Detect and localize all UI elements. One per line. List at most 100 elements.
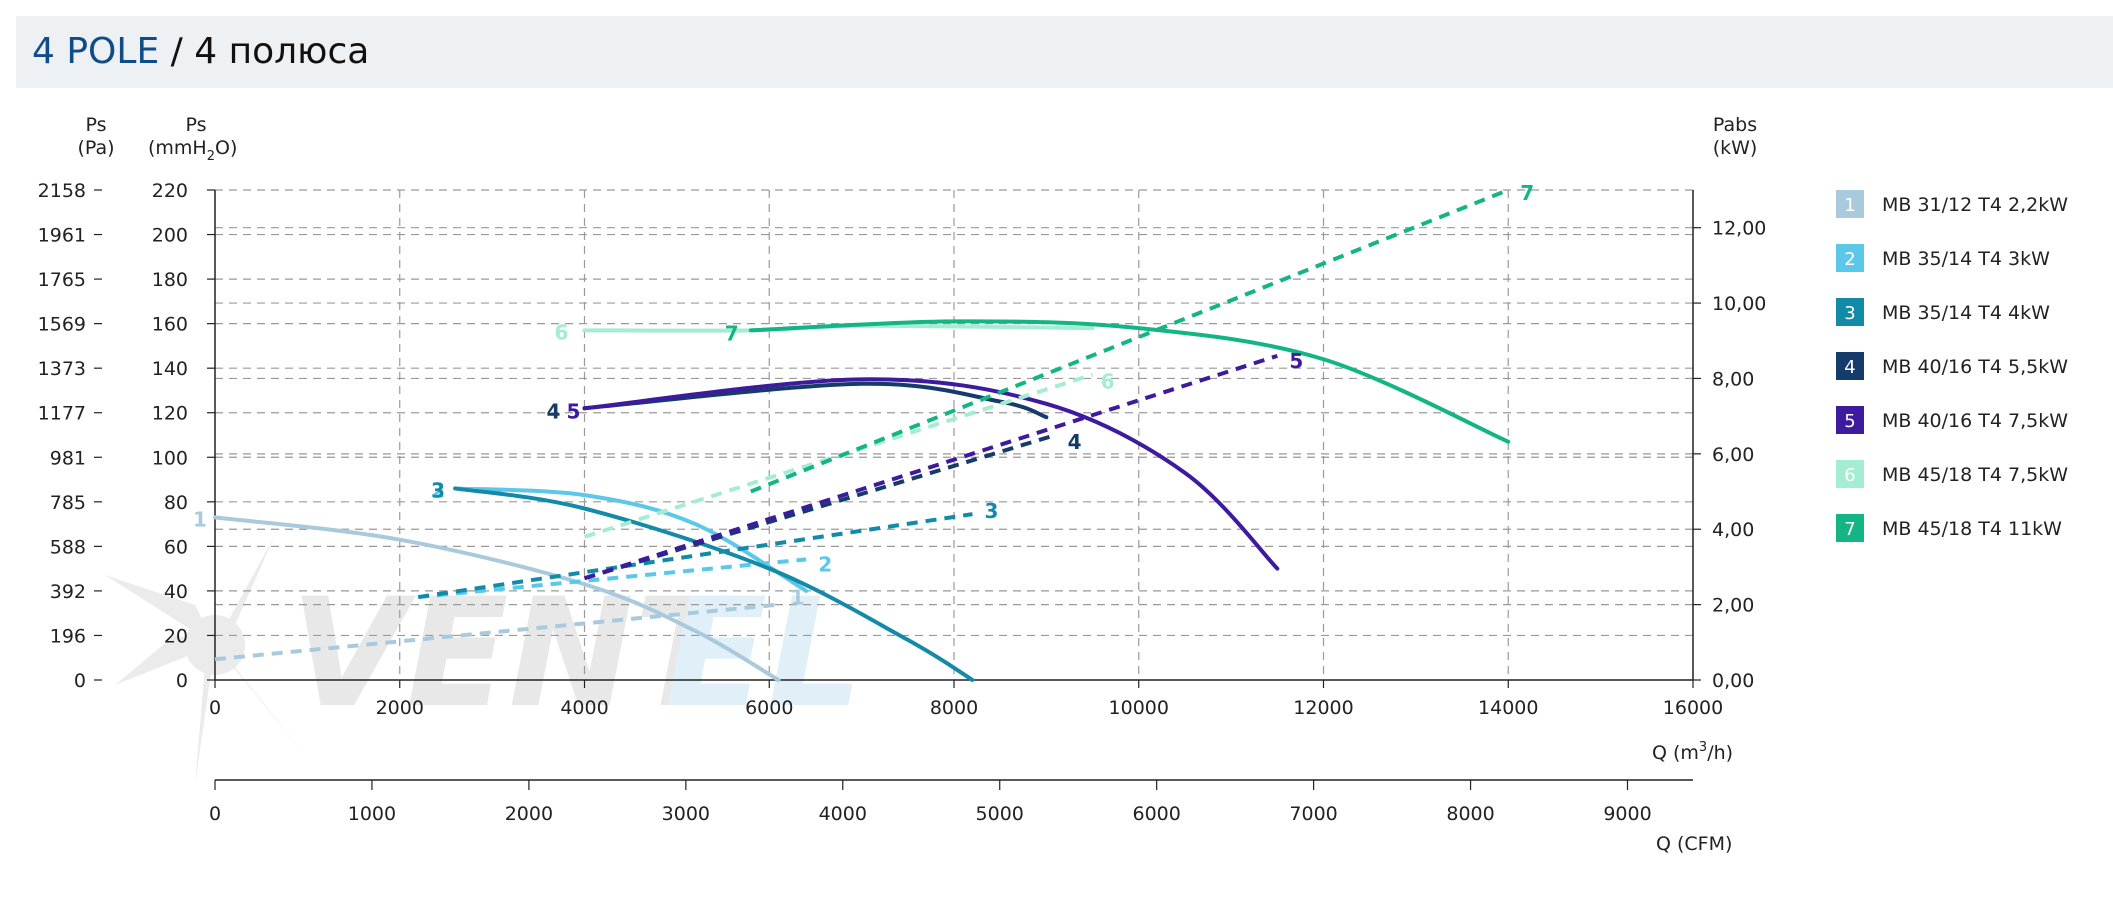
tick-pa-3: 588 (50, 536, 86, 558)
y-left-pa-label-line1: Ps (85, 114, 106, 136)
tick-m3h-14000: 14000 (1478, 697, 1538, 719)
power-curve-6 (583, 372, 1094, 539)
pressure-label-4: 4 (547, 399, 561, 423)
tick-cfm-0: 0 (209, 803, 221, 825)
pressure-curve-7 (748, 319, 1511, 444)
y-right-kw-label-line2: (kW) (1713, 137, 1758, 159)
tick-mm-200: 200 (152, 225, 188, 247)
tick-m3h-8000: 8000 (930, 697, 978, 719)
legend-swatch-3 (1836, 298, 1864, 326)
pressure-label-6: 6 (555, 320, 569, 344)
tick-m3h-0: 0 (209, 697, 221, 719)
pressure-curve-2 (453, 486, 809, 593)
tick-mm-160: 160 (152, 314, 188, 336)
tick-kw-0: 0,00 (1712, 670, 1754, 692)
legend-swatch-4 (1836, 352, 1864, 380)
svg-text:VENT: VENT (290, 567, 747, 741)
chart-tick-labels: 0196392588785981117713731569176519612158… (38, 180, 1767, 825)
tick-kw-6: 12,00 (1712, 218, 1766, 240)
tick-m3h-2000: 2000 (376, 697, 424, 719)
tick-pa-9: 1765 (38, 269, 86, 291)
legend-number-2: 2 (1844, 249, 1855, 270)
power-curve-2 (418, 557, 807, 600)
y-left-pa-label-line2: (Pa) (77, 137, 114, 159)
tick-pa-8: 1569 (38, 314, 86, 336)
ventel-logo-watermark: VENT EL (105, 535, 863, 785)
power-label-5: 5 (1289, 349, 1303, 373)
tick-pa-0: 0 (74, 670, 86, 692)
tick-mm-140: 140 (152, 358, 188, 380)
power-curve-5 (583, 353, 1278, 581)
tick-cfm-7000: 7000 (1289, 803, 1337, 825)
chart-legend: 1 MB 31/12 T4 2,2kW 2 MB 35/14 T4 3kW 3 MB 35… (1836, 190, 2068, 542)
tick-mm-220: 220 (152, 180, 188, 202)
legend-number-5: 5 (1844, 411, 1855, 432)
legend-swatch-5 (1836, 406, 1864, 434)
power-label-6: 6 (1101, 370, 1115, 394)
power-label-2: 2 (818, 552, 832, 576)
legend-swatch-2 (1836, 244, 1864, 272)
tick-kw-5: 10,00 (1712, 293, 1766, 315)
chart-series (213, 188, 1511, 682)
tick-pa-2: 392 (50, 581, 86, 603)
legend-label-2: MB 35/14 T4 3kW (1882, 248, 2050, 270)
pressure-label-3: 3 (431, 478, 445, 502)
chart-axes (94, 189, 1701, 790)
legend-label-5: MB 40/16 T4 7,5kW (1882, 410, 2068, 432)
tick-cfm-6000: 6000 (1132, 803, 1180, 825)
legend-label-3: MB 35/14 T4 4kW (1882, 302, 2050, 324)
legend-swatch-6 (1836, 460, 1864, 488)
power-label-1: 1 (790, 586, 804, 610)
tick-kw-4: 8,00 (1712, 368, 1754, 390)
tick-pa-6: 1177 (38, 403, 86, 425)
pressure-label-1: 1 (193, 507, 207, 531)
tick-cfm-1000: 1000 (348, 803, 396, 825)
pressure-label-7: 7 (725, 321, 739, 345)
tick-kw-1: 2,00 (1712, 595, 1754, 617)
tick-cfm-5000: 5000 (976, 803, 1024, 825)
pressure-label-5: 5 (567, 399, 581, 423)
tick-mm-120: 120 (152, 403, 188, 425)
tick-mm-40: 40 (164, 581, 188, 603)
pressure-curve-3 (453, 486, 975, 682)
y-left-mm-label-line1: Ps (185, 114, 206, 136)
pressure-label-2: 2 (431, 478, 445, 502)
tick-pa-10: 1961 (38, 225, 86, 247)
tick-m3h-12000: 12000 (1293, 697, 1353, 719)
tick-pa-5: 981 (50, 447, 86, 469)
tick-cfm-3000: 3000 (662, 803, 710, 825)
legend-swatch-1 (1836, 190, 1864, 218)
legend-label-1: MB 31/12 T4 2,2kW (1882, 194, 2068, 216)
legend-swatch-7 (1836, 514, 1864, 542)
title-separator: / (159, 31, 195, 72)
power-label-7: 7 (1520, 181, 1534, 205)
tick-cfm-9000: 9000 (1603, 803, 1651, 825)
tick-m3h-10000: 10000 (1109, 697, 1169, 719)
tick-mm-100: 100 (152, 447, 188, 469)
legend-label-4: MB 40/16 T4 5,5kW (1882, 356, 2068, 378)
tick-mm-60: 60 (164, 536, 188, 558)
y-left-mm-label-line2: (mmH2O) (148, 137, 237, 164)
tick-pa-1: 196 (50, 625, 86, 647)
chart-grid (215, 189, 1693, 680)
tick-m3h-4000: 4000 (560, 697, 608, 719)
legend-number-1: 1 (1844, 195, 1855, 216)
tick-pa-7: 1373 (38, 358, 86, 380)
power-label-4: 4 (1068, 430, 1082, 454)
tick-m3h-6000: 6000 (745, 697, 793, 719)
legend-label-6: MB 45/18 T4 7,5kW (1882, 464, 2068, 486)
tick-pa-4: 785 (50, 492, 86, 514)
tick-mm-80: 80 (164, 492, 188, 514)
tick-cfm-2000: 2000 (505, 803, 553, 825)
tick-cfm-4000: 4000 (819, 803, 867, 825)
y-right-kw-label-line1: Pabs (1713, 114, 1757, 136)
header-bar (16, 16, 2113, 88)
legend-number-4: 4 (1844, 357, 1855, 378)
power-curve-7 (750, 188, 1509, 494)
tick-mm-20: 20 (164, 625, 188, 647)
x-cfm-label: Q (CFM) (1656, 833, 1732, 855)
tick-kw-2: 4,00 (1712, 519, 1754, 541)
x-m3h-label: Q (m3/h) (1652, 740, 1733, 764)
